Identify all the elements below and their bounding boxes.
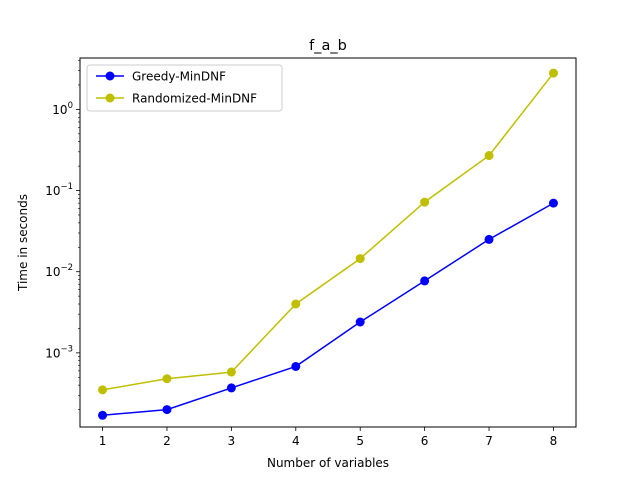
x-axis-label: Number of variables — [267, 456, 389, 470]
x-tick-label: 2 — [163, 434, 171, 448]
data-point-s0-6 — [484, 234, 494, 244]
axes-frame — [79, 57, 577, 428]
legend-swatch-marker-greedy — [105, 71, 115, 81]
data-point-s0-3 — [291, 361, 301, 371]
data-point-s0-0 — [98, 410, 108, 420]
data-point-s0-4 — [355, 317, 365, 327]
data-point-s1-4 — [355, 254, 365, 264]
chart-title: f_a_b — [309, 38, 347, 54]
series-line-1 — [102, 72, 555, 391]
data-point-s0-1 — [162, 405, 172, 415]
data-point-s1-1 — [162, 374, 172, 384]
data-point-s0-2 — [226, 383, 236, 393]
data-point-s1-2 — [226, 367, 236, 377]
legend-label-randomized: Randomized-MinDNF — [132, 92, 257, 106]
data-point-s1-0 — [98, 385, 108, 395]
data-point-s1-5 — [420, 197, 430, 207]
data-point-s0-5 — [420, 276, 430, 286]
legend-swatch-marker-randomized — [105, 93, 115, 103]
series-line-0 — [102, 202, 554, 417]
legend-box — [86, 64, 283, 112]
data-point-s1-3 — [291, 299, 301, 309]
y-axis-label: Time in seconds — [16, 194, 30, 292]
data-point-s0-7 — [548, 198, 558, 208]
data-point-s1-7 — [548, 68, 558, 78]
x-tick-label: 5 — [356, 434, 364, 448]
legend: Greedy-MinDNF Randomized-MinDNF — [86, 64, 283, 112]
data-point-s1-6 — [484, 151, 494, 161]
x-tick-label: 6 — [421, 434, 429, 448]
x-tick-label: 3 — [228, 434, 236, 448]
legend-label-greedy: Greedy-MinDNF — [132, 70, 226, 84]
x-tick-label: 4 — [292, 434, 300, 448]
x-tick-label: 7 — [485, 434, 493, 448]
x-tick-label: 1 — [99, 434, 107, 448]
x-tick-label: 8 — [550, 434, 558, 448]
